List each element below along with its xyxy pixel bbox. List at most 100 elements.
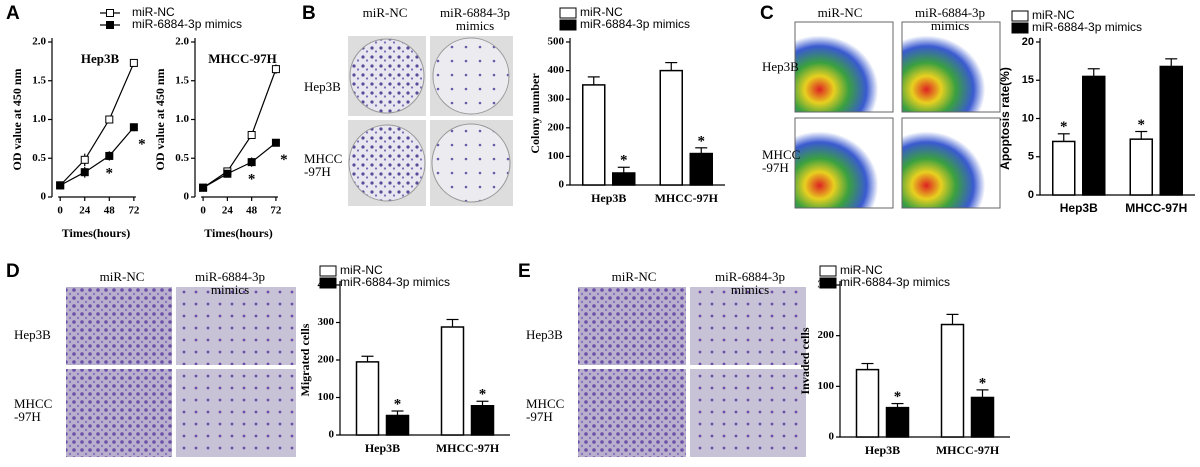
invasion-images <box>578 287 806 457</box>
legend-swatch <box>559 7 577 19</box>
image <box>901 117 1001 209</box>
point <box>223 169 232 178</box>
colony-images <box>348 36 513 206</box>
image <box>176 287 296 365</box>
bar <box>855 368 880 438</box>
legend-marker <box>106 9 114 17</box>
x-tick-label: 0 <box>57 205 63 217</box>
bar <box>1129 138 1153 196</box>
row-label: Hep3B <box>304 79 341 94</box>
x-tick-label: Hep3B <box>1060 201 1098 215</box>
panel-letter: E <box>518 261 531 282</box>
image <box>66 287 172 365</box>
y-tick-label: 100 <box>818 380 835 392</box>
y-tick-label: 15 <box>1022 74 1034 86</box>
y-tick-label: 100 <box>548 150 565 162</box>
y-tick-label: 1.0 <box>32 113 46 125</box>
bar <box>440 326 465 436</box>
x-tick-label: MHCC-97H <box>436 441 500 455</box>
panel-letter: C <box>760 3 774 24</box>
legend-label: miR-NC <box>1032 8 1075 22</box>
x-tick-label: 72 <box>270 205 282 217</box>
image <box>431 123 511 203</box>
image <box>349 38 425 114</box>
point <box>105 151 114 160</box>
significance-mark: * <box>698 133 706 149</box>
legend-label: miR-6884-3p mimics <box>340 275 450 289</box>
bar <box>1052 140 1076 196</box>
x-tick-label: MHCC-97H <box>1125 201 1187 215</box>
image <box>578 287 686 365</box>
significance-mark: * <box>620 153 628 169</box>
point <box>271 65 280 74</box>
panel-letter: A <box>6 3 20 24</box>
y-tick-label: 0.5 <box>175 152 189 164</box>
legend-label: miR-NC <box>840 263 883 277</box>
image <box>794 21 894 113</box>
bar <box>582 84 606 186</box>
y-tick-label: 300 <box>318 316 335 328</box>
significance-mark: * <box>479 387 487 403</box>
legend-label: miR-NC <box>132 5 175 19</box>
x-tick-label: 24 <box>79 205 91 217</box>
row-label: MHCC -97H <box>762 147 801 175</box>
image <box>901 21 1001 113</box>
point <box>80 155 89 164</box>
image <box>578 369 686 457</box>
row-label: MHCC -97H <box>304 151 343 179</box>
legend-swatch <box>319 277 337 289</box>
y-tick-label: 1.5 <box>32 74 46 86</box>
x-tick-label: 72 <box>128 205 140 217</box>
y-tick-label: 2.0 <box>32 36 46 48</box>
y-axis-label: OD value at 450 nm <box>153 68 167 170</box>
legend-marker <box>106 21 114 29</box>
image <box>432 37 510 115</box>
bar <box>689 152 713 186</box>
point <box>247 158 256 167</box>
bar <box>1159 65 1183 196</box>
legend-swatch <box>1011 10 1029 22</box>
point <box>271 138 280 147</box>
x-tick-label: MHCC-97H <box>655 191 719 205</box>
significance-mark: * <box>1060 119 1068 135</box>
image <box>794 117 894 209</box>
y-tick-label: 200 <box>318 354 335 366</box>
legend-label: miR-6884-3p mimics <box>580 17 690 31</box>
chart-title: MHCC-97H <box>208 51 277 66</box>
row-label: Hep3B <box>14 327 51 342</box>
image <box>348 124 426 202</box>
bar <box>470 405 495 436</box>
x-tick-label: 48 <box>104 205 116 217</box>
y-tick-label: 1.0 <box>175 113 189 125</box>
y-tick-label: 10 <box>1022 112 1034 124</box>
y-tick-label: 0 <box>829 431 835 443</box>
y-tick-label: 300 <box>548 93 565 105</box>
legend-label: miR-6884-3p mimics <box>1032 20 1142 34</box>
row-label: Hep3B <box>762 59 799 74</box>
x-tick-label: MHCC-97H <box>936 443 1000 457</box>
x-tick-label: 24 <box>222 205 234 217</box>
y-tick-label: 0 <box>329 429 335 441</box>
y-tick-label: 1.5 <box>175 74 189 86</box>
image <box>176 369 296 457</box>
legend-label: miR-6884-3p mimics <box>840 275 950 289</box>
panel-letter: B <box>302 3 316 24</box>
column-label: miR-NC <box>99 269 145 284</box>
y-tick-label: 500 <box>548 36 565 48</box>
significance-mark: * <box>248 172 256 188</box>
column-label: miR-6884-3p mimics <box>914 5 986 33</box>
point <box>80 168 89 177</box>
flow-images <box>794 21 1001 209</box>
significance-mark: * <box>894 389 902 405</box>
significance-mark: * <box>979 375 987 391</box>
y-axis-label: Migrated cells <box>298 323 312 396</box>
y-tick-label: 2.0 <box>175 36 189 48</box>
column-label: miR-6884-3p mimics <box>194 269 266 297</box>
legend-label: miR-6884-3p mimics <box>132 17 242 31</box>
bar <box>885 406 910 438</box>
point <box>56 181 65 190</box>
migration-images <box>66 287 296 457</box>
y-tick-label: 5 <box>1028 151 1034 163</box>
point <box>129 123 138 132</box>
